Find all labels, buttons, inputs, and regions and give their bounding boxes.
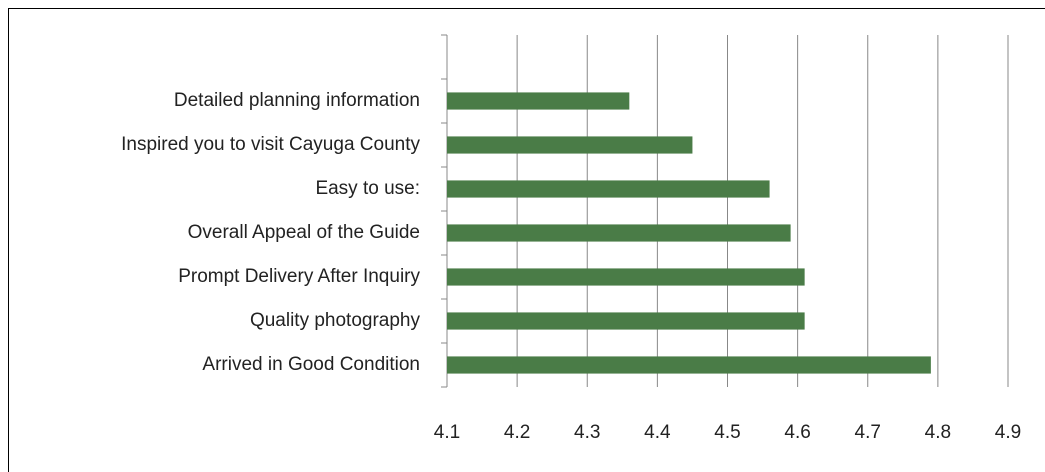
y-tick-label: Detailed planning information (174, 90, 420, 111)
bar (447, 180, 770, 198)
y-tick-label: Inspired you to visit Cayuga County (121, 134, 420, 155)
y-tick-label: Easy to use: (315, 178, 420, 199)
x-tick-label: 4.2 (504, 422, 530, 443)
bar (447, 136, 693, 154)
x-tick-label: 4.8 (925, 422, 951, 443)
x-tick-label: 4.6 (784, 422, 810, 443)
y-tick-label: Overall Appeal of the Guide (188, 222, 420, 243)
chart-frame (8, 8, 1045, 472)
x-tick-label: 4.1 (434, 422, 460, 443)
y-tick-label: Arrived in Good Condition (202, 354, 420, 375)
bar (447, 224, 791, 242)
y-tick-label: Prompt Delivery After Inquiry (178, 266, 420, 287)
x-tick-label: 4.4 (644, 422, 671, 443)
bar (447, 356, 931, 374)
bar (447, 268, 805, 286)
x-tick-label: 4.5 (714, 422, 740, 443)
bar (447, 92, 630, 110)
bar (447, 312, 805, 330)
y-tick-label: Quality photography (250, 310, 421, 331)
x-tick-label: 4.3 (574, 422, 600, 443)
x-tick-label: 4.9 (995, 422, 1021, 443)
x-tick-label: 4.7 (855, 422, 881, 443)
